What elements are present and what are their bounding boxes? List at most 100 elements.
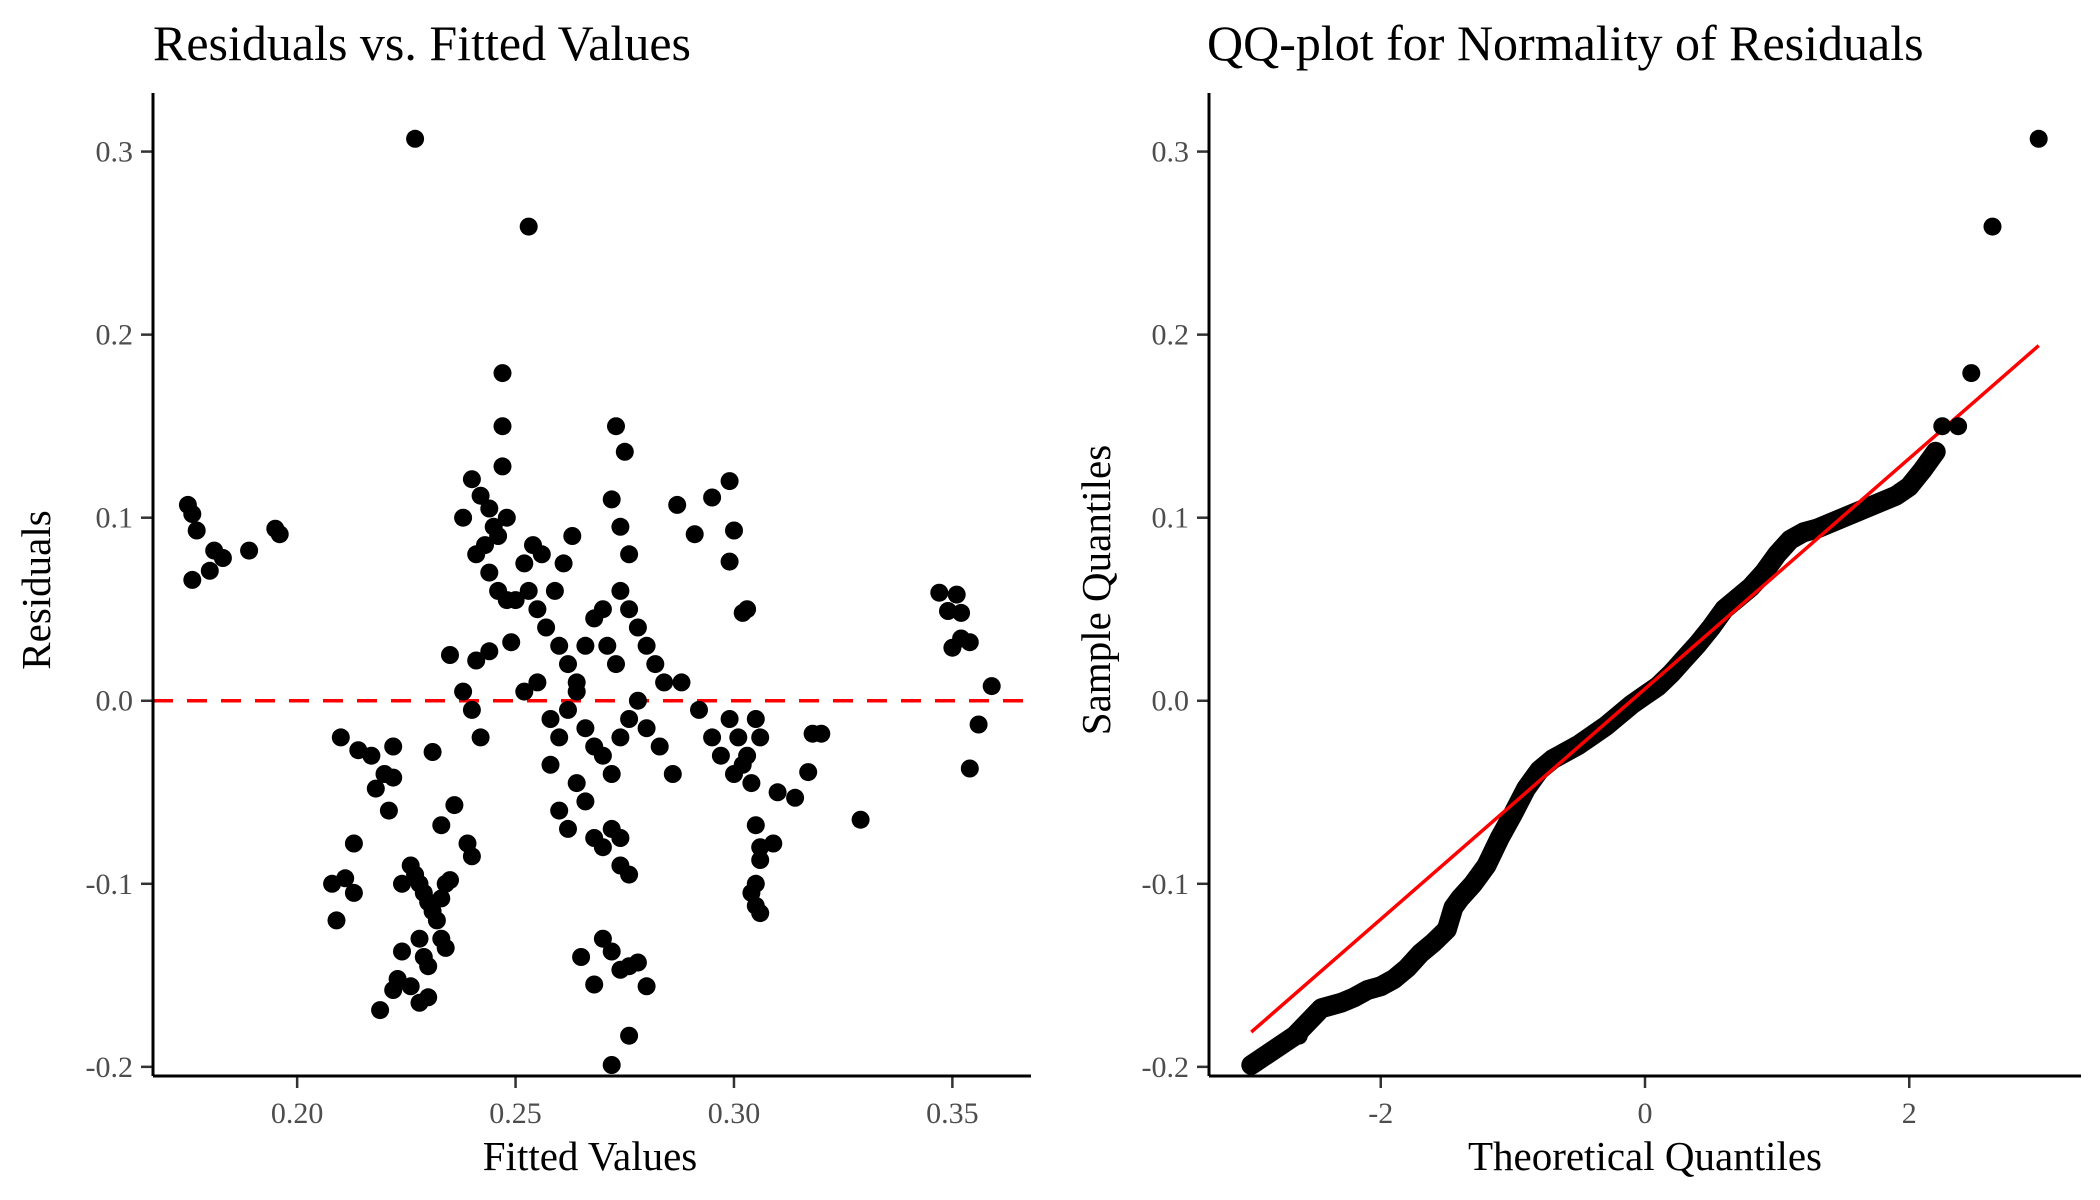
data-point <box>690 700 708 719</box>
data-point <box>559 700 577 719</box>
data-point <box>799 763 818 782</box>
data-point <box>725 521 743 540</box>
data-point <box>768 783 787 802</box>
data-point <box>393 942 411 961</box>
data-point <box>401 977 420 996</box>
data-point <box>519 217 538 236</box>
data-point <box>672 673 691 692</box>
data-point <box>550 801 569 820</box>
data-point <box>183 505 202 523</box>
y-tick-label: 0.1 <box>1152 502 1190 535</box>
data-point <box>960 759 979 778</box>
data-point <box>746 816 765 835</box>
data-point <box>344 883 363 902</box>
data-point <box>637 977 656 996</box>
data-point <box>646 655 665 674</box>
y-tick-label: 0.0 <box>96 685 134 718</box>
data-point <box>960 633 979 652</box>
data-point <box>738 600 757 619</box>
data-point <box>532 545 551 564</box>
data-point <box>344 834 363 853</box>
data-point <box>593 929 612 948</box>
data-point <box>685 525 704 544</box>
data-point <box>423 743 442 761</box>
data-point <box>519 581 538 600</box>
x-tick-label: 0 <box>1638 1097 1653 1130</box>
data-point <box>593 746 612 765</box>
data-point <box>703 728 722 747</box>
data-point <box>419 957 438 976</box>
data-point <box>537 618 556 637</box>
y-tick-label: 0.3 <box>96 136 134 169</box>
data-point <box>1312 999 1331 1018</box>
axis-ticks: 0.20 0.25 0.30 0.35 -0.2 -0.1 0.0 0.1 0.2 0.3 <box>86 136 979 1130</box>
data-point <box>541 710 560 728</box>
data-point <box>480 642 499 661</box>
data-point <box>2029 129 2048 148</box>
data-point <box>502 633 521 652</box>
chart-title: Residuals vs. Fitted Values <box>153 15 691 71</box>
data-point <box>746 710 765 728</box>
data-point <box>751 904 770 923</box>
data-point <box>432 816 451 835</box>
data-point <box>515 554 534 573</box>
y-tick-label: -0.2 <box>1142 1051 1190 1084</box>
data-point <box>419 988 438 1007</box>
data-point <box>1289 1026 1308 1045</box>
y-axis-title: Sample Quantiles <box>1073 445 1119 735</box>
data-point <box>559 819 577 838</box>
x-tick-label: -2 <box>1368 1097 1393 1130</box>
data-point <box>436 938 455 957</box>
data-point <box>607 655 625 674</box>
data-point <box>947 585 966 604</box>
x-tick-label: 0.35 <box>926 1097 979 1130</box>
data-point <box>1983 217 2002 236</box>
data-point <box>812 724 831 743</box>
data-point <box>213 549 232 567</box>
data-point <box>567 774 586 793</box>
data-point <box>615 442 634 461</box>
data-point <box>427 911 446 930</box>
y-tick-label: 0.1 <box>96 502 134 535</box>
data-point <box>393 874 411 893</box>
data-point <box>585 975 604 994</box>
data-point <box>528 673 547 692</box>
x-tick-label: 2 <box>1902 1097 1917 1130</box>
data-point <box>637 636 656 655</box>
data-point <box>703 488 722 507</box>
fit-line-group <box>1250 344 2040 1034</box>
data-point <box>1933 417 1952 436</box>
qq-sample-points <box>1241 441 1946 1075</box>
data-point <box>725 765 743 783</box>
data-point <box>611 517 630 536</box>
data-point <box>982 677 1001 696</box>
data-point <box>454 682 473 701</box>
data-point <box>497 508 516 527</box>
data-point <box>969 715 988 734</box>
y-tick-label: 0.0 <box>1152 685 1190 718</box>
x-axis-title: Fitted Values <box>483 1133 698 1179</box>
x-axis-title: Theoretical Quantiles <box>1468 1133 1822 1179</box>
y-tick-label: -0.1 <box>86 868 134 901</box>
data-point <box>441 646 459 664</box>
data-point <box>410 929 429 948</box>
data-point <box>384 737 403 756</box>
data-point <box>1949 417 1968 436</box>
data-point <box>663 765 682 783</box>
data-point <box>559 655 577 674</box>
data-point <box>576 792 595 811</box>
y-tick-label: 0.3 <box>1152 136 1190 169</box>
data-point <box>331 728 350 747</box>
data-point <box>432 889 451 908</box>
data-point <box>602 942 621 961</box>
data-point <box>493 364 512 383</box>
x-tick-label: 0.20 <box>271 1097 324 1130</box>
data-point <box>742 774 761 793</box>
data-point <box>541 755 560 774</box>
data-point <box>650 737 669 756</box>
data-point <box>467 651 486 670</box>
data-point <box>611 829 630 847</box>
data-point <box>467 545 486 564</box>
data-point <box>602 490 621 509</box>
data-point <box>480 563 499 582</box>
